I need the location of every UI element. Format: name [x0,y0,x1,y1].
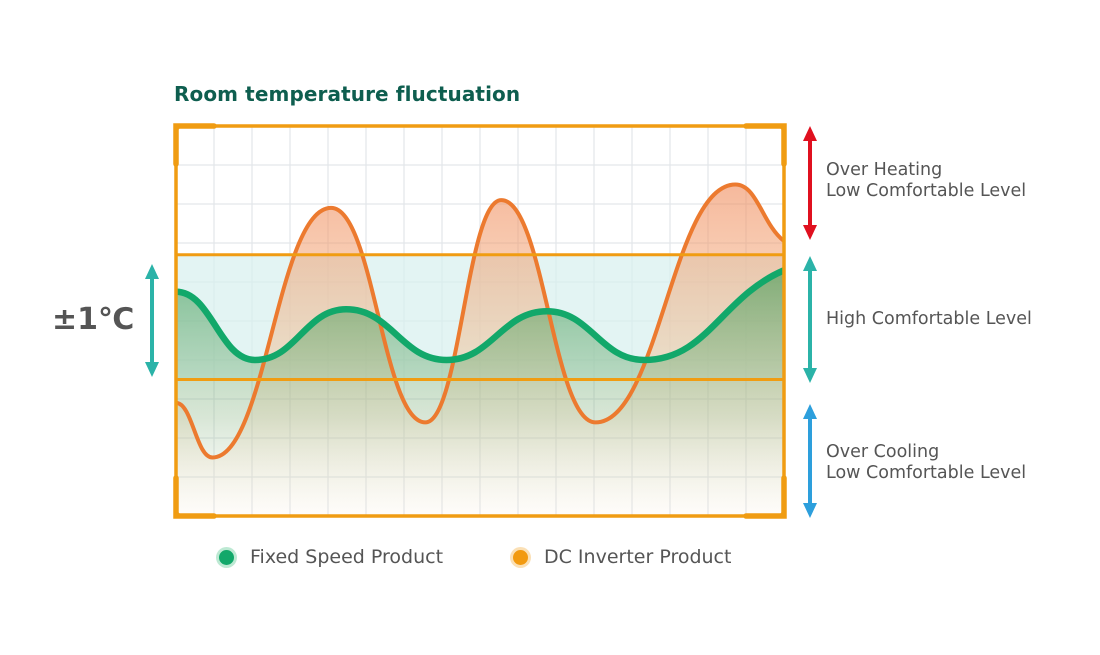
legend-label: DC Inverter Product [544,546,732,568]
plot-frame [174,124,786,518]
comfort-band-label: ±1℃ [52,302,135,337]
zone-label-line1: Over Heating [826,160,943,180]
zone-label-line1: Over Cooling [826,442,940,462]
legend-dot-orange-icon [513,549,528,565]
arrow-head-up-icon [145,264,159,279]
legend-item-dc-inverter: DC Inverter Product [513,546,731,568]
arrow-head-down-icon [803,503,817,518]
chart-title: Room temperature fluctuation [174,82,521,106]
series-line-fixed-speed [176,267,784,364]
arrow-head-down-icon [803,225,817,240]
frame-corner-accent [743,475,787,519]
frame-corner-accent [173,475,217,519]
arrow-head-up-icon [803,126,817,141]
over-cooling-arrow-icon [803,404,817,518]
arrow-head-up-icon [803,404,817,419]
legend-label: Fixed Speed Product [250,546,444,568]
frame-corner-accent [743,123,787,167]
high-comfort-arrow-icon [803,256,817,383]
over-heating-arrow-icon [803,126,817,240]
legend-item-fixed-speed: Fixed Speed Product [219,546,443,568]
zone-label-high-comfort: High Comfortable Level [826,309,1032,330]
arrow-head-down-icon [145,362,159,377]
arrow-head-up-icon [803,256,817,271]
zone-label-over-cooling: Over Cooling Low Comfortable Level [826,442,1026,484]
arrow-head-down-icon [803,368,817,383]
zone-label-line2: Low Comfortable Level [826,181,1027,201]
zone-label-line1: High Comfortable Level [826,309,1032,329]
legend-dot-green-icon [219,549,234,565]
zone-label-over-heating: Over Heating Low Comfortable Level [826,160,1026,202]
frame-corner-accent [173,123,217,167]
zone-label-line2: Low Comfortable Level [826,463,1027,483]
series-area-fixed-speed [176,270,784,516]
comfort-band-arrow-icon [145,264,159,377]
